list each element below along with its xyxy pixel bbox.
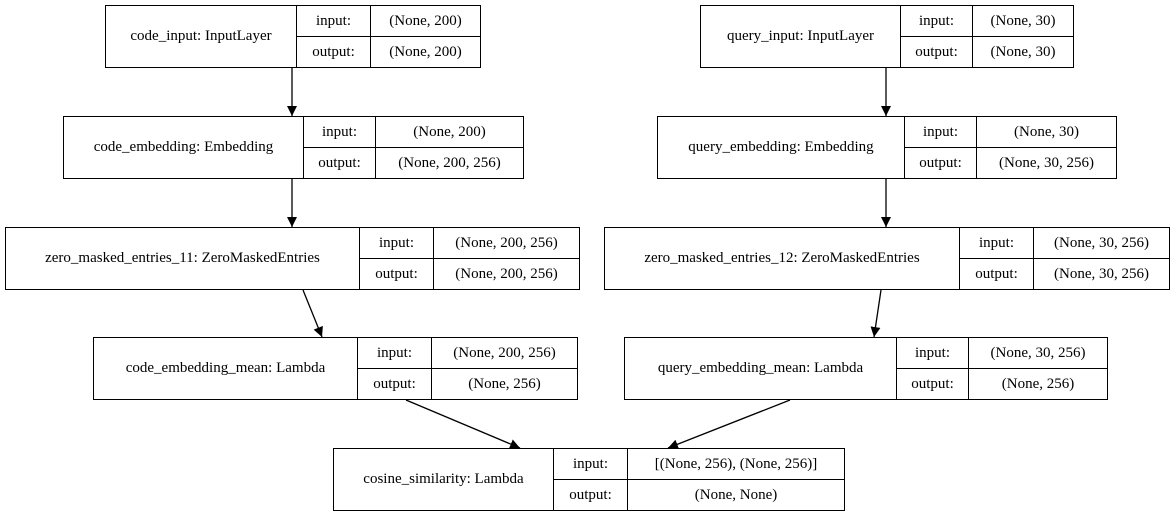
output-shape: (None, 30, 256)	[1054, 265, 1149, 282]
edge-code-mean-to-cosine	[405, 399, 521, 449]
input-label: input:	[360, 228, 433, 259]
input-shape: (None, 200)	[371, 6, 480, 37]
input-label: input:	[960, 228, 1033, 259]
output-label: output:	[373, 375, 416, 392]
output-shape: (None, 200, 256)	[455, 265, 558, 282]
input-shape: (None, 200, 256)	[434, 228, 579, 259]
output-label: output:	[569, 486, 612, 503]
layer-name: query_input: InputLayer	[701, 6, 901, 67]
input-label: input:	[297, 6, 370, 37]
output-label: output:	[911, 375, 954, 392]
layer-name: zero_masked_entries_11: ZeroMaskedEntrie…	[6, 228, 360, 289]
layer-node-code-embedding: code_embedding: Embedding input: output: (N…	[63, 116, 524, 179]
output-label: output:	[312, 43, 355, 60]
layer-node-cosine: cosine_similarity: Lambda input: output: [(…	[333, 448, 845, 511]
input-shape: (None, 30, 256)	[1034, 228, 1169, 259]
output-shape: (None, 200)	[389, 43, 462, 60]
layer-node-zme11: zero_masked_entries_11: ZeroMaskedEntrie…	[5, 227, 580, 290]
input-shape: (None, 30, 256)	[969, 338, 1107, 369]
output-shape: (None, 256)	[1001, 375, 1075, 392]
layer-node-query-input: query_input: InputLayer input: output: (Non…	[700, 5, 1074, 68]
edge-query-mean-to-cosine	[667, 399, 791, 449]
input-label: input:	[897, 338, 968, 369]
output-shape: (None, 200, 256)	[398, 154, 501, 171]
input-label: input:	[304, 117, 375, 148]
input-shape: (None, 30)	[973, 6, 1073, 37]
output-shape: (None, 256)	[468, 375, 541, 392]
edge-zme12-to-query-mean	[870, 289, 882, 338]
input-label: input:	[905, 117, 976, 148]
layer-node-code-input: code_input: InputLayer input: output: (None…	[105, 5, 481, 68]
input-shape: (None, 200)	[376, 117, 523, 148]
input-label: input:	[901, 6, 972, 37]
layer-name: query_embedding_mean: Lambda	[625, 338, 897, 399]
edge-zme11-to-code-mean	[302, 289, 323, 338]
input-label: input:	[358, 338, 431, 369]
output-label: output:	[375, 265, 418, 282]
layer-name: query_embedding: Embedding	[658, 117, 905, 178]
layer-name: code_input: InputLayer	[106, 6, 297, 67]
input-label: input:	[554, 449, 627, 480]
layer-node-query-mean: query_embedding_mean: Lambda input: output…	[624, 337, 1108, 400]
layer-name: code_embedding_mean: Lambda	[94, 338, 358, 399]
output-label: output:	[975, 265, 1018, 282]
output-shape: (None, 30, 256)	[999, 154, 1094, 171]
layer-node-zme12: zero_masked_entries_12: ZeroMaskedEntrie…	[604, 227, 1170, 290]
layer-name: code_embedding: Embedding	[64, 117, 304, 178]
input-shape: [(None, 256), (None, 256)]	[628, 449, 844, 480]
input-shape: (None, 30)	[977, 117, 1116, 148]
output-label: output:	[318, 154, 361, 171]
output-label: output:	[915, 43, 958, 60]
layer-node-query-embedding: query_embedding: Embedding input: output: (…	[657, 116, 1117, 179]
output-shape: (None, 30)	[990, 43, 1056, 60]
output-label: output:	[919, 154, 962, 171]
layer-name: zero_masked_entries_12: ZeroMaskedEntrie…	[605, 228, 960, 289]
input-shape: (None, 200, 256)	[432, 338, 577, 369]
layer-node-code-mean: code_embedding_mean: Lambda input: output:…	[93, 337, 578, 400]
layer-name: cosine_similarity: Lambda	[334, 449, 554, 510]
output-shape: (None, None)	[694, 486, 778, 503]
